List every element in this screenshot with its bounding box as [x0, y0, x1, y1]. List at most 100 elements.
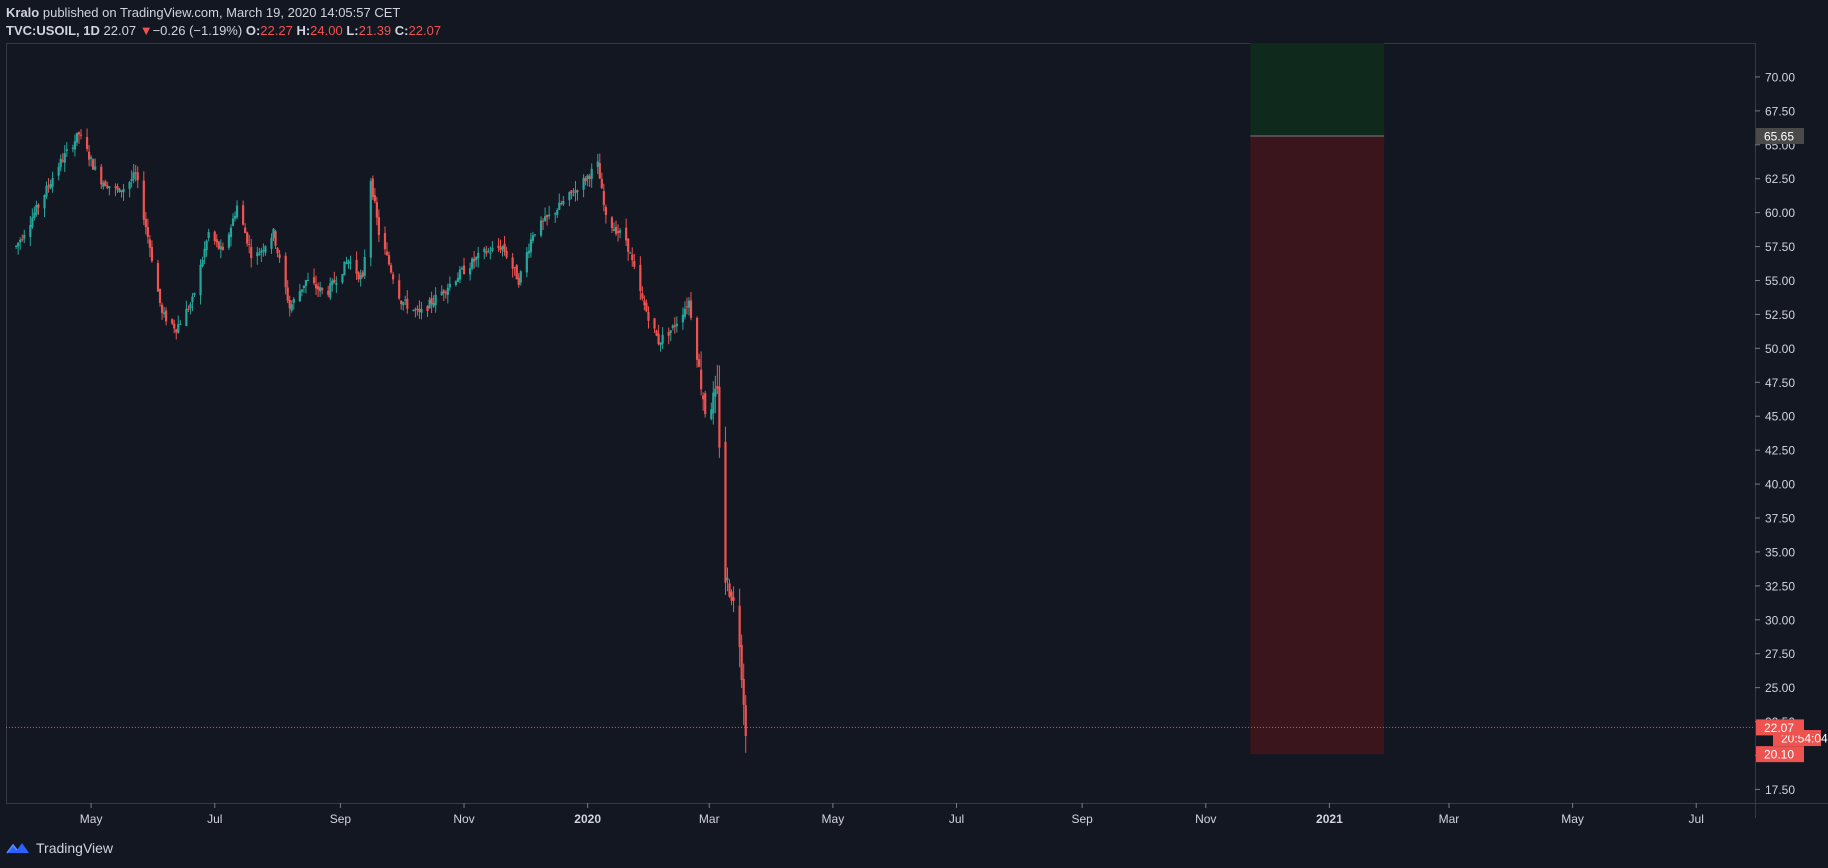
candle-body	[519, 271, 522, 283]
candle	[377, 209, 381, 243]
candle	[359, 269, 362, 287]
candle-body	[430, 298, 433, 305]
footer-brand[interactable]: TradingView	[6, 840, 113, 856]
candle-body	[469, 268, 472, 275]
candle	[487, 247, 490, 253]
candle	[639, 256, 642, 301]
candle-body	[434, 294, 437, 306]
candle	[418, 300, 421, 319]
candle	[306, 272, 310, 282]
candle	[87, 145, 91, 167]
candle	[102, 180, 105, 190]
candle-body	[142, 180, 145, 220]
candle-body	[333, 279, 336, 283]
candle-body	[718, 386, 721, 448]
candle	[675, 316, 678, 333]
candle	[554, 212, 557, 223]
candle	[673, 317, 676, 334]
candle	[519, 270, 522, 286]
loss-zone[interactable]	[1250, 135, 1385, 755]
candle-body	[633, 260, 636, 267]
candle-body	[505, 251, 508, 258]
price-axis[interactable]: 70.0067.5065.0062.5060.0057.5055.0052.50…	[1755, 70, 1795, 797]
candle	[416, 305, 419, 316]
y-tick-label: 32.50	[1765, 579, 1795, 593]
candle-body	[629, 252, 632, 254]
candle	[221, 242, 224, 251]
candle	[442, 289, 445, 301]
candle-body	[43, 195, 46, 209]
candle-body	[85, 137, 89, 150]
candle-body	[454, 281, 458, 285]
candle-body	[304, 280, 308, 286]
candle	[207, 228, 210, 242]
candle-body	[714, 388, 717, 397]
candle	[446, 283, 449, 304]
candle	[596, 153, 599, 175]
candle-body	[657, 333, 660, 345]
candle	[122, 183, 125, 201]
candle-body	[116, 186, 119, 190]
candle	[387, 251, 391, 266]
candle-body	[503, 243, 506, 252]
candle-body	[432, 302, 435, 307]
candle-body	[355, 259, 358, 274]
candle	[671, 324, 674, 331]
candle	[246, 231, 249, 247]
author-name[interactable]: Kralo	[6, 5, 40, 20]
candle-body	[702, 395, 705, 400]
candle-body	[177, 324, 180, 333]
candle-body	[319, 287, 322, 292]
candle-body	[87, 151, 91, 160]
candle	[71, 144, 74, 153]
candle	[114, 183, 117, 197]
candle-body	[120, 190, 123, 192]
candle	[35, 200, 38, 217]
candle-body	[371, 178, 374, 198]
position-tool[interactable]	[1250, 43, 1385, 755]
candle-body	[327, 290, 330, 295]
y-tick-label: 47.50	[1765, 376, 1795, 390]
candle	[272, 227, 275, 242]
y-tick-label: 17.50	[1765, 783, 1795, 797]
time-axis[interactable]: May Jul Sep Nov 2020 Mar May Jul Sep Nov 2021 Mar Ma…	[80, 803, 1704, 826]
candle	[610, 216, 614, 234]
candle	[641, 286, 644, 301]
candle-body	[118, 188, 121, 193]
candle	[65, 142, 68, 157]
candle-body	[191, 296, 194, 303]
candle	[150, 240, 154, 263]
candle	[568, 191, 571, 207]
candle-body	[473, 258, 476, 262]
candle	[262, 243, 265, 257]
candle-body	[156, 262, 160, 292]
candle-body	[458, 269, 462, 280]
symbol-label[interactable]: TVC:USOIL, 1D	[6, 23, 100, 38]
candle	[420, 301, 423, 320]
profit-zone[interactable]	[1250, 43, 1385, 136]
candle	[92, 158, 95, 170]
candle	[349, 255, 352, 270]
candle	[233, 211, 237, 222]
candle-body	[94, 166, 97, 170]
candle-body	[698, 359, 701, 367]
candle	[201, 256, 204, 268]
svg-text:20.10: 20.10	[1764, 748, 1794, 762]
candle-body	[146, 227, 149, 237]
candle-body	[71, 147, 74, 149]
candle	[616, 224, 620, 242]
candle-body	[456, 277, 460, 282]
x-tick-label: Nov	[453, 812, 474, 826]
candle-body	[331, 280, 334, 285]
candle	[274, 229, 277, 249]
candle	[477, 246, 480, 268]
candle-body	[349, 262, 352, 264]
candle-body	[227, 234, 231, 248]
candle	[118, 187, 121, 193]
candle-body	[647, 311, 650, 321]
candle	[456, 272, 460, 282]
candle-body	[314, 284, 318, 289]
candle-body	[426, 306, 429, 311]
candle-body	[45, 185, 48, 197]
